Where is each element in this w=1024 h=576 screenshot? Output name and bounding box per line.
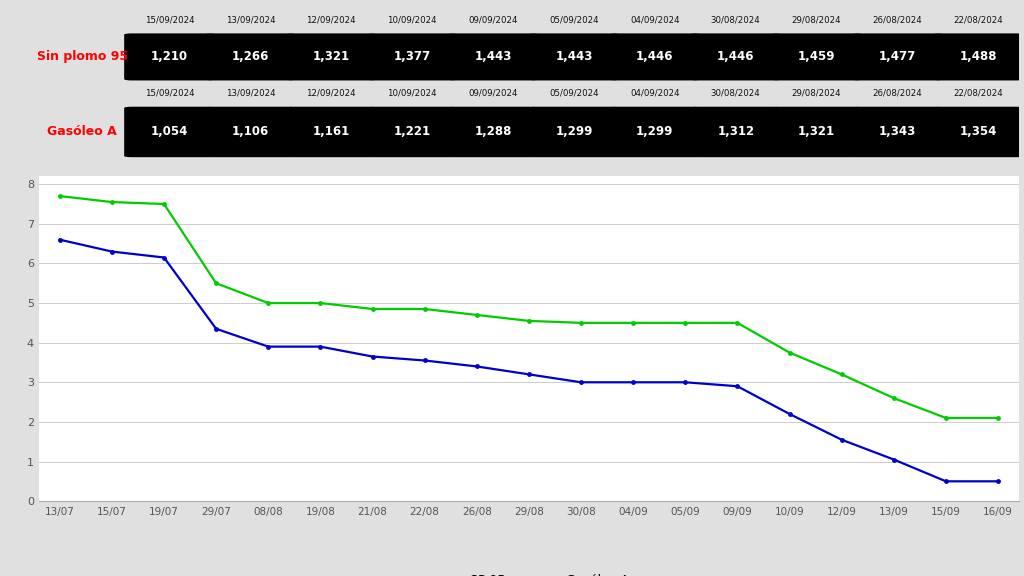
FancyBboxPatch shape bbox=[852, 33, 943, 81]
Text: 1,443: 1,443 bbox=[555, 51, 593, 63]
Text: 1,266: 1,266 bbox=[231, 51, 269, 63]
Text: 30/08/2024: 30/08/2024 bbox=[711, 89, 761, 98]
FancyBboxPatch shape bbox=[933, 107, 1024, 157]
FancyBboxPatch shape bbox=[852, 107, 943, 157]
Text: 22/08/2024: 22/08/2024 bbox=[953, 16, 1004, 25]
Text: 1,446: 1,446 bbox=[636, 51, 674, 63]
FancyBboxPatch shape bbox=[609, 33, 700, 81]
FancyBboxPatch shape bbox=[367, 33, 458, 81]
Text: 1,488: 1,488 bbox=[959, 51, 997, 63]
FancyBboxPatch shape bbox=[205, 33, 296, 81]
Text: 1,299: 1,299 bbox=[555, 126, 593, 138]
Text: 1,312: 1,312 bbox=[717, 126, 755, 138]
Text: 04/09/2024: 04/09/2024 bbox=[630, 16, 680, 25]
Text: 29/08/2024: 29/08/2024 bbox=[792, 89, 842, 98]
Text: 1,210: 1,210 bbox=[151, 51, 188, 63]
Text: 1,443: 1,443 bbox=[474, 51, 512, 63]
Text: 1,221: 1,221 bbox=[393, 126, 431, 138]
FancyBboxPatch shape bbox=[286, 33, 377, 81]
Text: 1,354: 1,354 bbox=[959, 126, 997, 138]
Text: 1,106: 1,106 bbox=[231, 126, 269, 138]
FancyBboxPatch shape bbox=[367, 107, 458, 157]
Text: 09/09/2024: 09/09/2024 bbox=[468, 16, 518, 25]
Text: 15/09/2024: 15/09/2024 bbox=[144, 89, 195, 98]
Text: 1,459: 1,459 bbox=[798, 51, 836, 63]
Text: 1,321: 1,321 bbox=[798, 126, 836, 138]
Text: Gasóleo A: Gasóleo A bbox=[47, 126, 117, 138]
Text: 30/08/2024: 30/08/2024 bbox=[711, 16, 761, 25]
FancyBboxPatch shape bbox=[124, 107, 215, 157]
Text: 26/08/2024: 26/08/2024 bbox=[872, 89, 923, 98]
Text: 12/09/2024: 12/09/2024 bbox=[306, 16, 356, 25]
FancyBboxPatch shape bbox=[205, 107, 296, 157]
Text: 1,321: 1,321 bbox=[312, 51, 350, 63]
Text: 10/09/2024: 10/09/2024 bbox=[387, 16, 437, 25]
Text: 05/09/2024: 05/09/2024 bbox=[549, 89, 599, 98]
Text: 15/09/2024: 15/09/2024 bbox=[144, 16, 195, 25]
FancyBboxPatch shape bbox=[609, 107, 700, 157]
Text: 1,446: 1,446 bbox=[717, 51, 755, 63]
Text: 26/08/2024: 26/08/2024 bbox=[872, 16, 923, 25]
Legend: SP 95, Gasóleo A: SP 95, Gasóleo A bbox=[424, 569, 634, 576]
FancyBboxPatch shape bbox=[690, 107, 781, 157]
Text: 10/09/2024: 10/09/2024 bbox=[387, 89, 437, 98]
Text: 13/09/2024: 13/09/2024 bbox=[225, 16, 275, 25]
Text: 05/09/2024: 05/09/2024 bbox=[549, 16, 599, 25]
Text: 29/08/2024: 29/08/2024 bbox=[792, 16, 842, 25]
FancyBboxPatch shape bbox=[771, 33, 862, 81]
FancyBboxPatch shape bbox=[933, 33, 1024, 81]
Text: 1,299: 1,299 bbox=[636, 126, 674, 138]
Text: 04/09/2024: 04/09/2024 bbox=[630, 89, 680, 98]
Text: 13/09/2024: 13/09/2024 bbox=[225, 89, 275, 98]
FancyBboxPatch shape bbox=[447, 33, 539, 81]
Text: 1,054: 1,054 bbox=[151, 126, 188, 138]
FancyBboxPatch shape bbox=[447, 107, 539, 157]
Text: 12/09/2024: 12/09/2024 bbox=[306, 89, 356, 98]
FancyBboxPatch shape bbox=[771, 107, 862, 157]
FancyBboxPatch shape bbox=[528, 107, 620, 157]
Text: 1,377: 1,377 bbox=[393, 51, 431, 63]
Text: 09/09/2024: 09/09/2024 bbox=[468, 89, 518, 98]
Text: 1,288: 1,288 bbox=[474, 126, 512, 138]
FancyBboxPatch shape bbox=[690, 33, 781, 81]
Text: 1,477: 1,477 bbox=[879, 51, 916, 63]
FancyBboxPatch shape bbox=[124, 33, 215, 81]
FancyBboxPatch shape bbox=[528, 33, 620, 81]
Text: Sin plomo 95: Sin plomo 95 bbox=[37, 51, 128, 63]
Text: 1,161: 1,161 bbox=[312, 126, 350, 138]
Text: 22/08/2024: 22/08/2024 bbox=[953, 89, 1004, 98]
FancyBboxPatch shape bbox=[286, 107, 377, 157]
Text: 1,343: 1,343 bbox=[879, 126, 916, 138]
